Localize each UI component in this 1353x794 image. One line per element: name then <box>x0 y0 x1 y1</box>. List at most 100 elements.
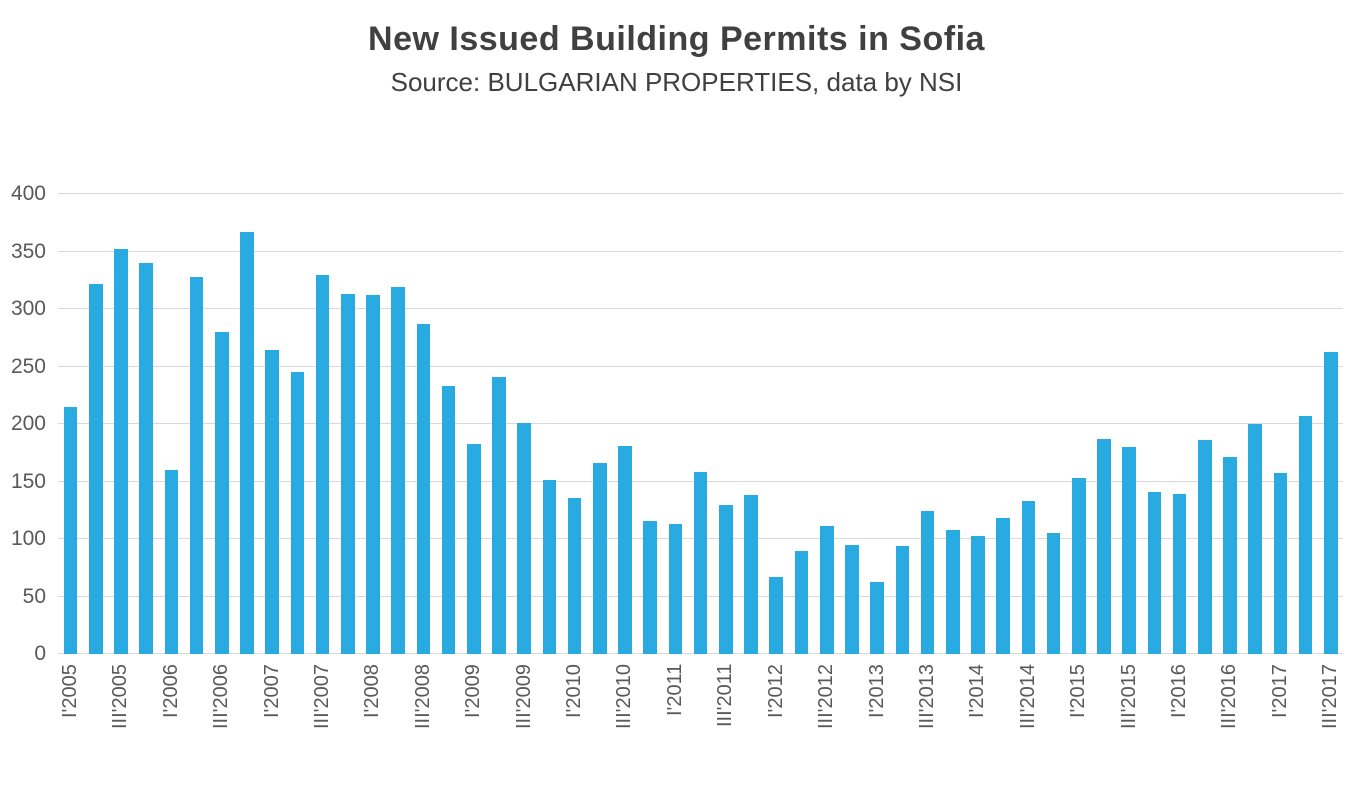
bar-slot <box>789 194 814 654</box>
gridline <box>58 193 1343 194</box>
x-tick-label: III'2017 <box>1319 664 1342 729</box>
x-tick-label: I'2012 <box>764 664 787 718</box>
bar <box>290 372 305 654</box>
bar <box>895 545 910 654</box>
x-tick-label: I'2017 <box>1268 664 1291 718</box>
bar-slot <box>814 194 839 654</box>
bar-slot <box>486 194 511 654</box>
x-tick-label <box>1142 654 1167 776</box>
y-tick-label: 100 <box>10 527 46 550</box>
bar <box>441 386 456 654</box>
bar-slot <box>1268 194 1293 654</box>
bar <box>1223 457 1237 654</box>
bar-slot <box>738 194 763 654</box>
x-tick-label <box>688 654 713 776</box>
bar-slot <box>1192 194 1217 654</box>
bar-slot <box>1066 194 1091 654</box>
y-tick-label: 0 <box>34 642 46 665</box>
bar-slot <box>108 194 133 654</box>
bar-slot <box>1016 194 1041 654</box>
bar-slot <box>663 194 688 654</box>
chart-subtitle: Source: BULGARIAN PROPERTIES, data by NS… <box>390 67 963 97</box>
bar-slot <box>688 194 713 654</box>
bar <box>89 283 103 654</box>
bar-slot <box>1142 194 1167 654</box>
gridline <box>58 250 1343 252</box>
bar <box>114 249 128 654</box>
x-tick-label: I'2011 <box>663 664 686 717</box>
bar <box>315 274 330 654</box>
x-tick-label: I'2014 <box>966 664 989 718</box>
x-tick-label <box>134 654 159 776</box>
y-tick-label: 50 <box>22 584 46 608</box>
x-tick-label: III'2016 <box>1218 664 1241 729</box>
bar <box>567 497 582 654</box>
x-tick-label <box>386 654 411 776</box>
bar <box>1172 494 1187 654</box>
bar <box>769 576 784 654</box>
bar <box>643 520 658 654</box>
bar-slot <box>915 194 940 654</box>
bar <box>744 495 758 654</box>
x-tick-label <box>335 654 360 776</box>
x-tick-label: III'2008 <box>411 664 434 729</box>
gridline <box>58 308 1343 309</box>
bar-slot <box>1117 194 1142 654</box>
x-tick-label <box>991 654 1016 776</box>
bars <box>58 194 1343 654</box>
bar-slot <box>638 194 663 654</box>
bar-slot <box>991 194 1016 654</box>
bar-slot <box>890 194 915 654</box>
bar-slot <box>1091 194 1116 654</box>
bar-slot <box>612 194 637 654</box>
x-tick-label: III'2014 <box>1016 664 1039 729</box>
bar <box>391 287 406 654</box>
chart-area: 0 50 100 150 200 250 300 350 400 <box>0 182 1353 665</box>
x-tick-label <box>1192 654 1217 776</box>
bar-slot <box>184 194 209 654</box>
bar-slot <box>335 194 360 654</box>
y-tick-label: 350 <box>10 239 46 263</box>
bar <box>1046 533 1061 654</box>
bar-slot <box>965 194 990 654</box>
x-tick-label: I'2013 <box>865 664 888 718</box>
bar-slot <box>1217 194 1242 654</box>
bar <box>1248 424 1262 654</box>
bar-slot <box>587 194 612 654</box>
bar <box>996 518 1010 654</box>
bar <box>870 581 884 654</box>
bar <box>845 544 859 654</box>
bar <box>1147 491 1162 654</box>
bar-slot <box>436 194 461 654</box>
y-axis: 0 50 100 150 200 250 300 350 400 <box>0 182 58 665</box>
chart-title: New Issued Building Permits in Sofia <box>368 20 985 58</box>
x-tick-label: III'2007 <box>311 664 334 729</box>
x-tick-label <box>436 654 461 776</box>
bar-slot <box>209 194 234 654</box>
bar-slot <box>562 194 587 654</box>
gridline <box>58 365 1343 367</box>
bar <box>492 376 506 654</box>
bar-slot <box>1041 194 1066 654</box>
bar <box>1273 473 1288 654</box>
x-tick-label: I'2009 <box>462 664 485 718</box>
bar <box>240 231 254 654</box>
bar-slot <box>537 194 562 654</box>
x-tick-label: I'2005 <box>59 664 82 718</box>
x-tick-label: I'2015 <box>1067 664 1090 718</box>
x-tick-label <box>184 654 209 776</box>
y-tick-label: 300 <box>10 297 46 320</box>
bar-slot <box>764 194 789 654</box>
bar <box>1298 415 1313 654</box>
y-tick-label: 150 <box>10 469 46 493</box>
x-tick-label: III'2012 <box>815 664 838 729</box>
bar <box>693 472 708 654</box>
bar <box>668 524 683 654</box>
y-tick-label: 250 <box>10 354 46 378</box>
x-tick-label <box>234 654 259 776</box>
x-tick-label: I'2007 <box>260 664 283 718</box>
x-tick-label: III'2009 <box>512 664 535 729</box>
x-tick-label <box>537 654 562 776</box>
bar-slot <box>411 194 436 654</box>
